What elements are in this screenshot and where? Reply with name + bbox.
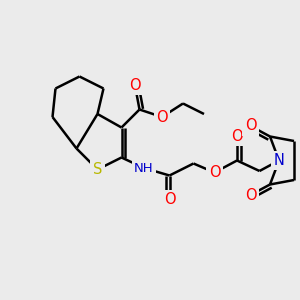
Text: O: O: [245, 188, 256, 202]
Text: O: O: [156, 110, 168, 124]
Text: N: N: [274, 153, 284, 168]
Text: O: O: [231, 129, 243, 144]
Text: O: O: [164, 192, 175, 207]
Text: O: O: [245, 118, 256, 134]
Text: NH: NH: [134, 161, 154, 175]
Text: O: O: [129, 78, 141, 93]
Text: S: S: [93, 162, 102, 177]
Text: O: O: [209, 165, 220, 180]
